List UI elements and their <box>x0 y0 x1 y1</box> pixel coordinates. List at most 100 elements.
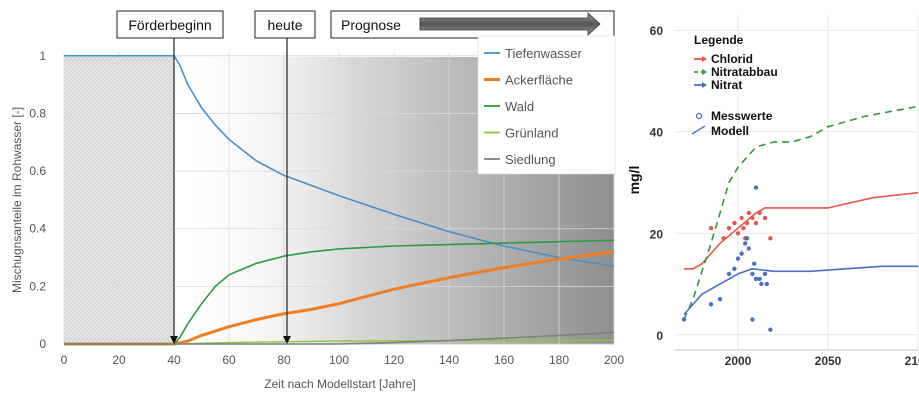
y-tick-label: 40 <box>650 126 664 140</box>
x-tick-label: 2050 <box>815 354 842 368</box>
legend-label-messwerte: Messwerte <box>711 109 773 123</box>
measurement-point-chlorid <box>744 220 750 226</box>
prognose-arrow <box>419 12 601 36</box>
y-tick-label: 0.8 <box>29 106 46 120</box>
measurement-point-nitrat <box>759 281 764 287</box>
y-axis-title: mg/l <box>626 166 642 195</box>
y-tick-label: 0.2 <box>29 279 46 293</box>
measurement-points <box>681 185 773 332</box>
y-tick-label: 0.4 <box>29 222 46 236</box>
legend-arrow-nitratabbau <box>702 69 707 75</box>
measurement-point-nitrat <box>732 266 737 271</box>
measurement-point-chlorid <box>721 236 726 241</box>
legend-label-tiefenwasser: Tiefenwasser <box>505 46 582 61</box>
heute-label: heute <box>267 17 302 33</box>
tick-labels: 2000 2050 2100 0 20 40 60 <box>650 24 919 368</box>
measurement-point-chlorid <box>732 220 737 226</box>
measurement-point-chlorid <box>762 215 768 221</box>
foerderbeginn-label-box <box>116 10 224 39</box>
legend-label-ackerflaeche: Ackerfläche <box>505 73 573 88</box>
legend-label-gruenland: Grünland <box>505 126 558 141</box>
x-axis-title: Zeit nach Modellstart [Jahre] <box>264 377 415 391</box>
measurement-point-nitrat <box>764 281 769 287</box>
legend-label-modell: Modell <box>711 124 749 138</box>
series-line-ackerflaeche <box>64 250 615 346</box>
y-tick-label: 1 <box>39 49 46 63</box>
measurement-point-chlorid <box>746 210 751 216</box>
y-axis-title: Mischugnsanteile im Rohwasser [-] <box>10 107 24 293</box>
x-tick-label: 0 <box>61 353 68 367</box>
legend-label-siedlung: Siedlung <box>505 152 556 167</box>
legend-label-nitrat: Nitrat <box>711 78 742 92</box>
x-tick-label: 100 <box>329 353 349 367</box>
measurement-point-nitrat <box>762 271 768 277</box>
foerderbeginn-label: Förderbeginn <box>128 17 211 33</box>
measurement-point-chlorid <box>757 210 762 216</box>
measurement-point-nitrat <box>735 256 741 261</box>
measurement-point-nitrat <box>750 317 755 322</box>
legend-box <box>477 35 616 175</box>
x-tick-label: 80 <box>277 353 291 367</box>
y-tick-label: 0.6 <box>29 164 46 178</box>
measurement-point-nitrat <box>744 236 750 241</box>
legend-label-nitratabbau: Nitratabbau <box>711 65 778 79</box>
series-line-wald <box>64 239 615 345</box>
heute-label-box <box>254 10 316 39</box>
measurement-point-chlorid <box>750 215 755 221</box>
mixing-ratio-chart: Förderbeginn heute Prognose Tiefenwasser… <box>10 10 624 391</box>
measurement-point-chlorid <box>768 236 773 241</box>
measurement-point-chlorid <box>741 226 746 231</box>
measurement-point-nitrat <box>743 241 748 246</box>
measurement-point-nitrat <box>752 261 757 266</box>
legend-arrow-nitrat <box>702 82 707 88</box>
legend-arrow-chlorid <box>702 56 707 62</box>
y-tick-label: 0 <box>656 329 663 343</box>
legend-title: Legende <box>694 33 744 47</box>
x-tick-label: 160 <box>494 353 514 367</box>
y-tick-label: 60 <box>650 24 664 38</box>
x-tick-label: 200 <box>604 353 624 367</box>
x-tick-label: 180 <box>549 353 569 367</box>
legend-swatch-modell <box>691 125 706 135</box>
x-tick-label: 2000 <box>725 354 752 368</box>
legend-label-wald: Wald <box>505 99 534 114</box>
heute-arrowhead <box>283 336 291 344</box>
model-line-nitrat <box>683 265 918 316</box>
x-tick-label: 120 <box>384 353 404 367</box>
measurement-point-nitrat <box>726 271 732 277</box>
x-tick-label: 60 <box>222 353 236 367</box>
measurement-point-nitrat <box>757 276 762 282</box>
y-tick-label: 20 <box>650 227 664 241</box>
measurement-point-chlorid <box>726 226 732 231</box>
prognose-label: Prognose <box>341 17 401 33</box>
measurement-point-nitrat <box>753 185 759 190</box>
series-line-tiefenwasser <box>64 55 615 267</box>
x-tick-label: 2100 <box>905 354 919 368</box>
gridlines <box>675 15 919 350</box>
series-line-siedlung <box>64 331 615 345</box>
series-lines <box>683 105 919 320</box>
model-line-chlorid <box>684 191 919 270</box>
x-tick-label: 40 <box>167 353 181 367</box>
y-tick-label: 0 <box>39 337 46 351</box>
measurement-point-nitrat <box>750 271 755 277</box>
tick-labels: 0 20 40 60 80 100 120 140 160 180 200 0 0.2 0.4 0.6 0.8… <box>29 49 624 367</box>
legend-swatch-messwerte <box>695 112 703 120</box>
measurement-point-nitrat <box>708 302 714 307</box>
measurement-point-chlorid <box>735 231 741 236</box>
measurement-point-nitrat <box>717 297 723 302</box>
concentration-chart: 2000 2050 2100 0 20 40 60 mg/l Legende Chlorid… <box>626 15 919 368</box>
measurement-point-nitrat <box>739 251 744 256</box>
measurement-point-nitrat <box>681 317 687 322</box>
measurement-point-nitrat <box>746 246 751 251</box>
foerderbeginn-arrowhead <box>170 336 178 344</box>
legend-label-chlorid: Chlorid <box>711 52 753 66</box>
model-line-nitratabbau <box>683 105 919 320</box>
measurement-point-nitrat <box>753 276 759 282</box>
measurement-point-chlorid <box>708 226 714 231</box>
x-tick-label: 20 <box>112 353 126 367</box>
measurement-point-chlorid <box>739 215 744 221</box>
legend: Tiefenwasser Ackerfläche Wald Grünland Siedl… <box>484 46 582 167</box>
